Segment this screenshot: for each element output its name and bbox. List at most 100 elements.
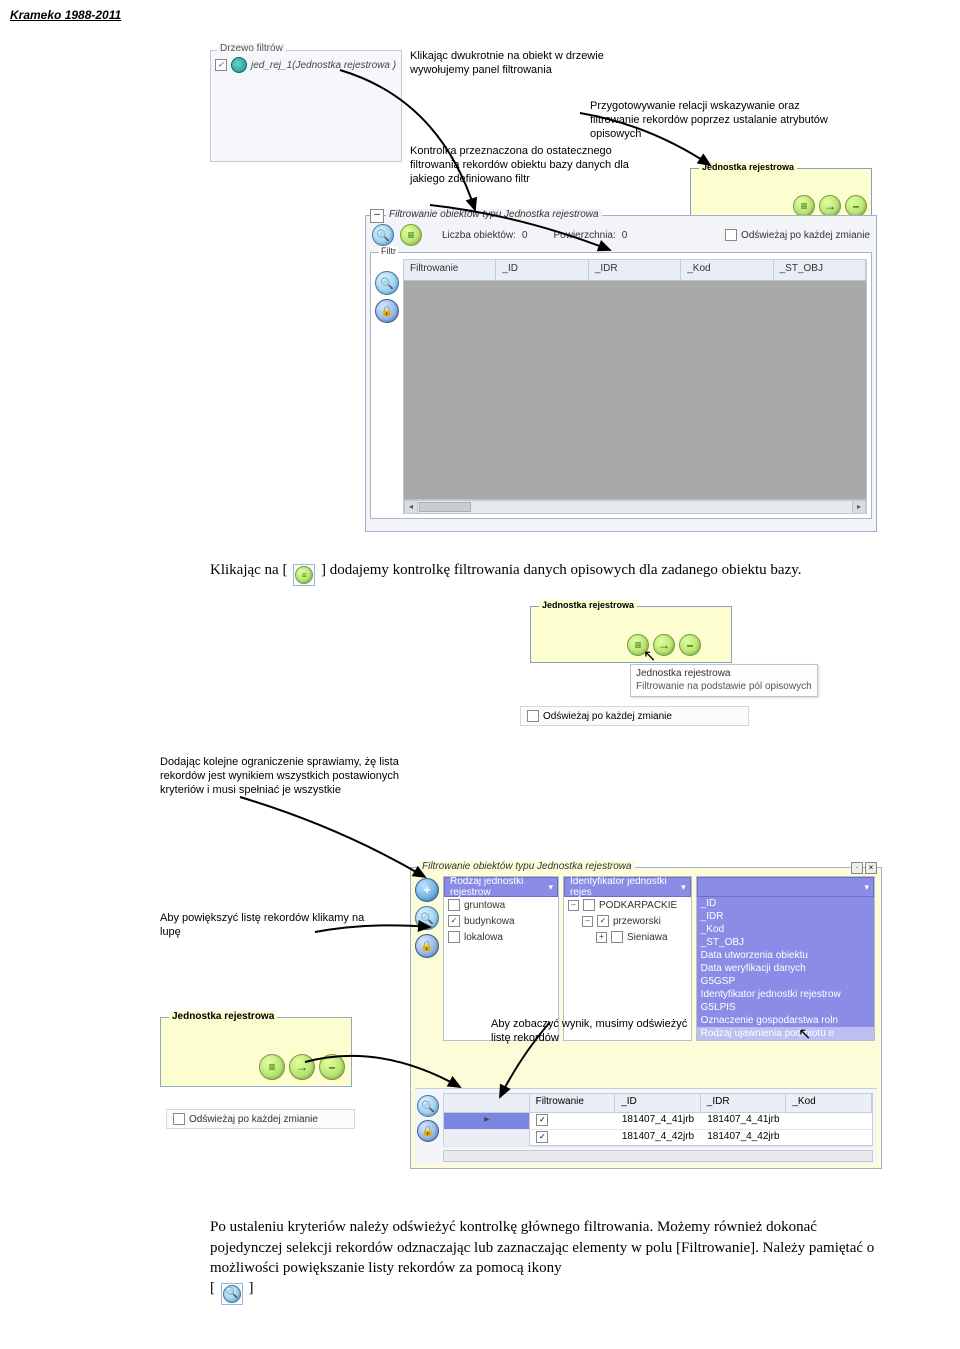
- close-icon[interactable]: ×: [865, 862, 877, 874]
- expand-icon[interactable]: +: [596, 932, 607, 943]
- checkbox-icon[interactable]: ✓: [536, 1131, 548, 1143]
- lock-icon[interactable]: [415, 934, 439, 958]
- field-data-wer[interactable]: Data weryfikacji danych: [697, 962, 874, 975]
- fp2-title: Filtrowanie obiektów typu Jednostka reje…: [419, 861, 635, 872]
- checkbox-icon[interactable]: [611, 931, 623, 943]
- callout-refresh-result: Aby zobaczyć wynik, musimy odświeżyć lis…: [491, 1018, 691, 1046]
- filter-tree-item[interactable]: ✓ jed_rej_1(Jednostka rejestrowa ): [211, 51, 401, 73]
- btn2-icon[interactable]: [400, 224, 422, 246]
- scroll-thumb[interactable]: [419, 502, 471, 512]
- dot-icon[interactable]: ·: [851, 862, 863, 874]
- opt-lokalowa[interactable]: lokalowa: [444, 929, 558, 945]
- cell-filt[interactable]: ✓: [530, 1113, 615, 1129]
- results-body: ▸ ✓ 181407_4_41jrb 181407_4_41jrb ✓ 1814…: [443, 1112, 873, 1146]
- btn-dash-icon[interactable]: [845, 195, 867, 217]
- col-idr[interactable]: _IDR: [701, 1094, 787, 1112]
- filter-grid-legend: Filtr: [379, 246, 398, 256]
- field-ozn-gosp[interactable]: Oznaczenie gospodarstwa roln: [697, 1014, 874, 1027]
- refresh-row[interactable]: Odświeżaj po każdej zmianie: [520, 706, 749, 726]
- page-header: Krameko 1988-2011: [0, 0, 960, 30]
- dropdown-fields[interactable]: [697, 877, 874, 897]
- checkbox-icon[interactable]: [583, 899, 595, 911]
- expand-icon[interactable]: –: [568, 900, 579, 911]
- result-row[interactable]: ▸ ✓ 181407_4_41jrb 181407_4_41jrb: [444, 1113, 872, 1130]
- dd2-label: Identyfikator jednostki rejes: [570, 876, 685, 898]
- checkbox-icon[interactable]: ✓: [215, 59, 227, 71]
- jr-panel-2: Jednostka rejestrowa: [530, 606, 732, 663]
- cell-filt[interactable]: ✓: [530, 1130, 615, 1146]
- col-kod[interactable]: _Kod: [786, 1094, 872, 1112]
- checkbox-icon[interactable]: ✓: [536, 1114, 548, 1126]
- scroll-right-icon[interactable]: ▸: [852, 501, 866, 513]
- field-stobj[interactable]: _ST_OBJ: [697, 936, 874, 949]
- opt-gruntowa[interactable]: gruntowa: [444, 897, 558, 913]
- btn-arrow-icon[interactable]: [289, 1054, 315, 1080]
- refresh-checkbox[interactable]: Odświeżaj po każdej zmianie: [725, 229, 870, 241]
- btn-stripes-icon[interactable]: [627, 634, 649, 656]
- col-kod[interactable]: _Kod: [681, 260, 773, 280]
- col-id[interactable]: _ID: [496, 260, 588, 280]
- btn-dash-icon[interactable]: [319, 1054, 345, 1080]
- col-fields: _ID _IDR _Kod _ST_OBJ Data utworzenia ob…: [696, 876, 875, 1041]
- field-data-utw[interactable]: Data utworzenia obiektu: [697, 949, 874, 962]
- btn-stripes-icon[interactable]: [259, 1054, 285, 1080]
- opt-budynkowa[interactable]: ✓budynkowa: [444, 913, 558, 929]
- checkbox-icon[interactable]: [448, 931, 460, 943]
- dropdown-ident[interactable]: Identyfikator jednostki rejes: [564, 877, 691, 897]
- body-text-1: Klikając na [ ] dodajemy kontrolkę filtr…: [210, 560, 880, 586]
- jr-panel-3: Jednostka rejestrowa: [160, 1017, 352, 1087]
- zoom-icon[interactable]: [415, 906, 439, 930]
- col-idr[interactable]: _IDR: [589, 260, 681, 280]
- grid-header: Filtrowanie _ID _IDR _Kod _ST_OBJ: [403, 259, 867, 281]
- node-sieniawa[interactable]: +Sieniawa: [564, 929, 691, 945]
- add-icon[interactable]: [415, 878, 439, 902]
- lock-icon[interactable]: [375, 299, 399, 323]
- zoom-icon[interactable]: [375, 271, 399, 295]
- collapse-icon[interactable]: –: [370, 209, 384, 223]
- field-rodzaj-uj[interactable]: Rodzaj ujawnienia podmiotu e: [697, 1027, 874, 1040]
- refresh-row-2[interactable]: Odświeżaj po każdej zmianie: [166, 1109, 355, 1129]
- checkbox-icon[interactable]: [448, 899, 460, 911]
- lock-icon[interactable]: [417, 1120, 439, 1142]
- node-przeworski[interactable]: –✓przeworski: [564, 913, 691, 929]
- results-scrollbar[interactable]: [443, 1150, 873, 1162]
- h-scrollbar[interactable]: ◂ ▸: [403, 500, 867, 514]
- col-filtrowanie[interactable]: Filtrowanie: [404, 260, 496, 280]
- callout-filter-control: Kontrolka przeznaczona do ostatecznego f…: [410, 145, 630, 186]
- dropdown-rodzaj[interactable]: Rodzaj jednostki rejestrow: [444, 877, 558, 897]
- refresh-icon[interactable]: [372, 224, 394, 246]
- node-podkarpackie[interactable]: –PODKARPACKIE: [564, 897, 691, 913]
- scroll-left-icon[interactable]: ◂: [404, 501, 418, 513]
- opt-label: gruntowa: [464, 900, 505, 911]
- btn-stripes-icon[interactable]: [793, 195, 815, 217]
- checkbox-icon[interactable]: [725, 229, 737, 241]
- text-2: Po ustaleniu kryteriów należy odświeżyć …: [210, 1219, 874, 1276]
- checkbox-icon[interactable]: [527, 710, 539, 722]
- cell-id: 181407_4_41jrb: [616, 1113, 701, 1129]
- field-kod[interactable]: _Kod: [697, 923, 874, 936]
- zoom-icon[interactable]: [417, 1095, 439, 1117]
- field-g5lpis[interactable]: G5LPIS: [697, 1001, 874, 1014]
- checkbox-icon[interactable]: ✓: [597, 915, 609, 927]
- col-id[interactable]: _ID: [615, 1094, 701, 1112]
- stripes-icon: [295, 566, 313, 584]
- field-rodzaj-jr[interactable]: Rodzaj jednostki rejestrowej: [697, 1040, 874, 1041]
- result-row[interactable]: ✓ 181407_4_42jrb 181407_4_42jrb: [444, 1130, 872, 1147]
- btn-arrow-icon[interactable]: [653, 634, 675, 656]
- field-ident-jr[interactable]: Identyfikator jednostki rejestrow: [697, 988, 874, 1001]
- field-g5gsp[interactable]: G5GSP: [697, 975, 874, 988]
- row-marker: ▸: [444, 1113, 530, 1129]
- grid-body-empty: [403, 280, 867, 500]
- btn-dash-icon[interactable]: [679, 634, 701, 656]
- jr-small-panel: Jednostka rejestrowa: [690, 168, 872, 222]
- col-filtrowanie[interactable]: Filtrowanie: [530, 1094, 616, 1112]
- expand-icon[interactable]: –: [582, 916, 593, 927]
- checkbox-icon[interactable]: ✓: [448, 915, 460, 927]
- btn-arrow-icon[interactable]: [819, 195, 841, 217]
- field-idr[interactable]: _IDR: [697, 910, 874, 923]
- jr2-legend: Jednostka rejestrowa: [539, 600, 637, 610]
- field-id[interactable]: _ID: [697, 897, 874, 910]
- count-label: Liczba obiektów:: [442, 230, 516, 241]
- checkbox-icon[interactable]: [173, 1113, 185, 1125]
- col-stobj[interactable]: _ST_OBJ: [774, 260, 866, 280]
